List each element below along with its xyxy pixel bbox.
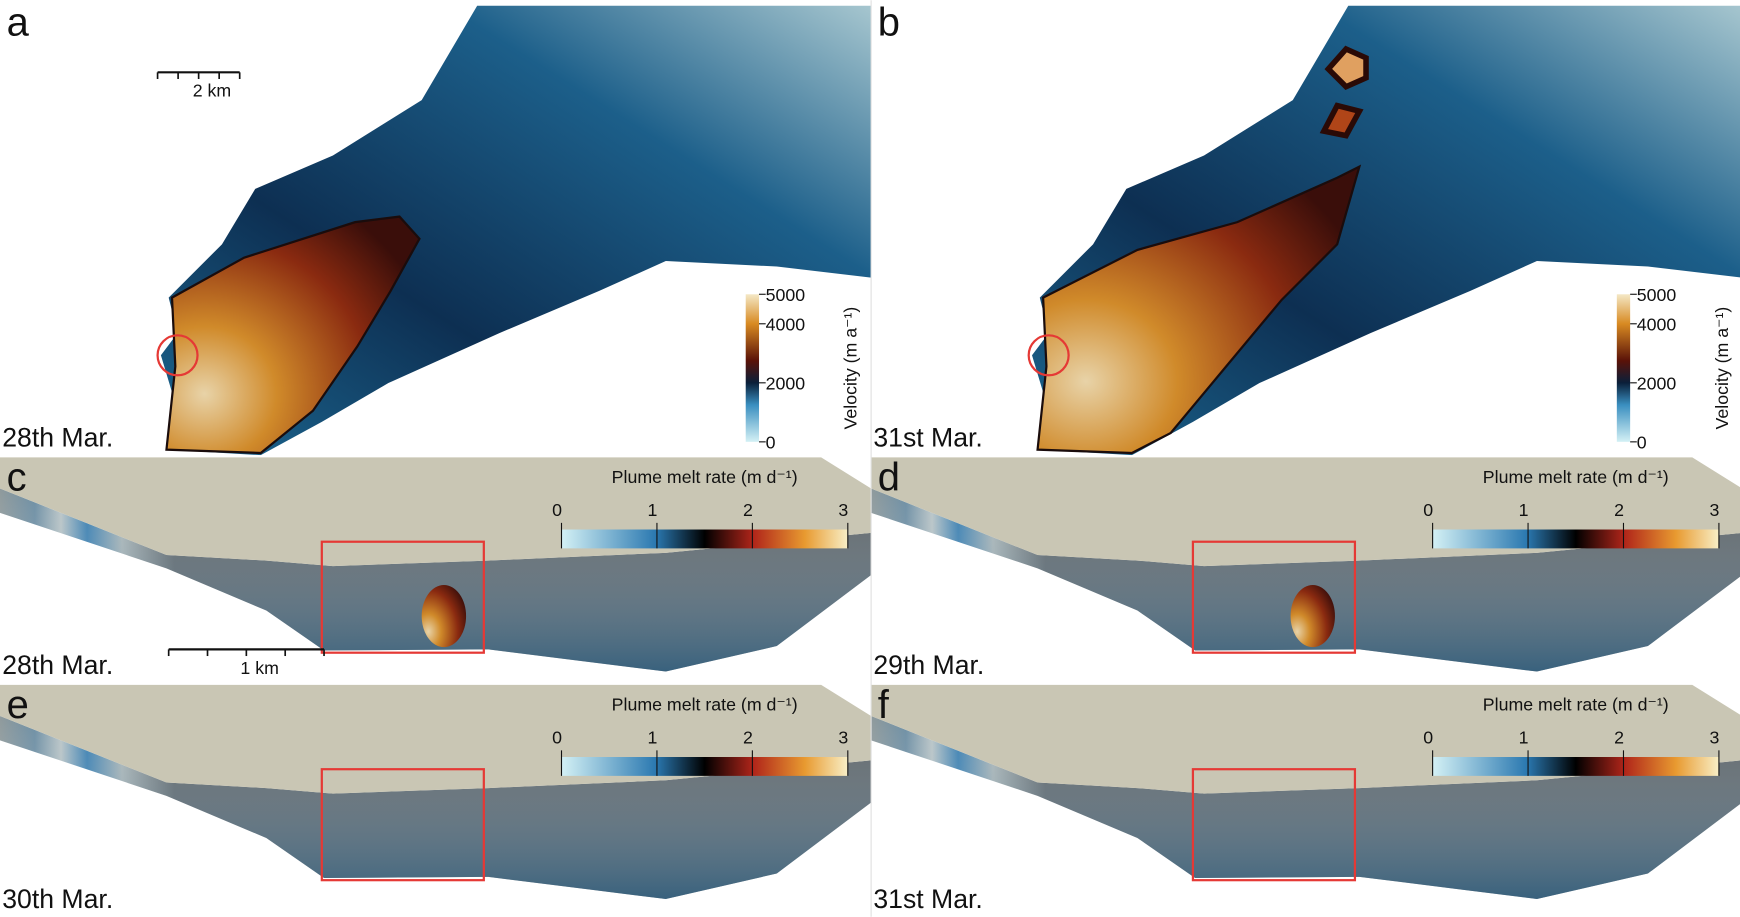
colorbar-tick-label: 1 xyxy=(1519,500,1529,520)
panel: c 28th Mar. 1 km 0 1 2 3 Plume melt rate (m d⁻¹… xyxy=(0,455,871,682)
colorbar-title: Plume melt rate (m d⁻¹) xyxy=(1483,467,1669,487)
panel: f 31st Mar. 0 1 2 3 Plume melt rate (m d⁻¹) xyxy=(871,683,1740,917)
colorbar-title: Plume melt rate (m d⁻¹) xyxy=(1483,694,1669,714)
colorbar-tick-label: 0 xyxy=(1423,500,1433,520)
panel: a 28th Mar. 2 km 0 2000 4000 5000 Velocity (m a… xyxy=(2,1,871,455)
colorbar-tick-label: 1 xyxy=(648,728,658,748)
panel-label: b xyxy=(878,1,900,45)
date-label: 31st Mar. xyxy=(873,884,983,914)
colorbar xyxy=(1617,294,1630,442)
date-label: 29th Mar. xyxy=(873,650,984,680)
date-label: 31st Mar. xyxy=(873,422,983,452)
date-label: 28th Mar. xyxy=(2,650,113,680)
colorbar-title: Plume melt rate (m d⁻¹) xyxy=(612,694,798,714)
colorbar-tick-label: 4000 xyxy=(1637,314,1677,334)
colorbar-title: Velocity (m a⁻¹) xyxy=(841,307,861,430)
melt-hotspot xyxy=(1291,585,1335,647)
panel-label: d xyxy=(878,456,900,500)
colorbar-tick-label: 0 xyxy=(552,500,562,520)
page: {"panels": [ {"label": "a", "date": "28t… xyxy=(0,0,1740,917)
colorbar xyxy=(1433,530,1719,549)
panel-label: f xyxy=(878,683,890,727)
colorbar-tick-label: 1 xyxy=(1519,728,1529,748)
colorbar-tick-label: 5000 xyxy=(766,285,806,305)
colorbar-tick-label: 0 xyxy=(552,728,562,748)
colorbar xyxy=(562,530,848,549)
colorbar-tick-label: 2 xyxy=(743,728,753,748)
panel: d 29th Mar. 0 1 2 3 Plume melt rate (m d⁻¹) xyxy=(871,455,1740,682)
panel-label: c xyxy=(7,456,27,500)
colorbar-tick-label: 3 xyxy=(1710,500,1720,520)
colorbar-tick-label: 0 xyxy=(1637,433,1647,453)
colorbar-tick-label: 1 xyxy=(648,500,658,520)
figure: a28th Mar.2 km0200040005000Velocity (m a… xyxy=(0,0,1740,917)
panel: e 30th Mar. 0 1 2 3 Plume melt rate (m d⁻¹) xyxy=(0,683,871,917)
colorbar-tick-label: 5000 xyxy=(1637,285,1677,305)
panel: b 31st Mar. 0 2000 4000 5000 Velocity (m a⁻¹) xyxy=(873,1,1740,455)
colorbar-tick-label: 3 xyxy=(838,500,848,520)
colorbar xyxy=(746,294,759,442)
colorbar-title: Velocity (m a⁻¹) xyxy=(1712,307,1732,430)
colorbar-tick-label: 2 xyxy=(743,500,753,520)
scale-label: 2 km xyxy=(193,81,231,101)
date-label: 30th Mar. xyxy=(2,884,113,914)
colorbar-tick-label: 2 xyxy=(1614,500,1624,520)
colorbar xyxy=(1433,757,1719,776)
scale-label: 1 km xyxy=(240,658,278,678)
date-label: 28th Mar. xyxy=(2,422,113,452)
panel-label: e xyxy=(7,683,29,727)
colorbar-tick-label: 0 xyxy=(1423,728,1433,748)
colorbar-tick-label: 4000 xyxy=(766,314,806,334)
colorbar-tick-label: 2000 xyxy=(766,373,806,393)
colorbar-title: Plume melt rate (m d⁻¹) xyxy=(612,467,798,487)
melt-hotspot xyxy=(422,585,466,647)
colorbar-tick-label: 3 xyxy=(838,728,848,748)
colorbar-tick-label: 2 xyxy=(1614,728,1624,748)
colorbar xyxy=(562,757,848,776)
panel-label: a xyxy=(7,1,30,45)
colorbar-tick-label: 0 xyxy=(766,433,776,453)
colorbar-tick-label: 2000 xyxy=(1637,373,1677,393)
colorbar-tick-label: 3 xyxy=(1710,728,1720,748)
